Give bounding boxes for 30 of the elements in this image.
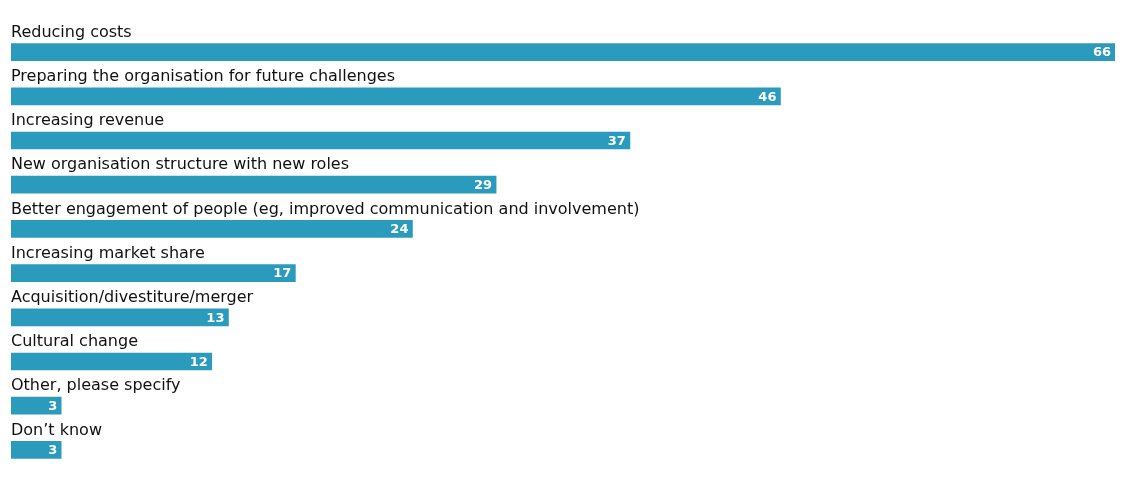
bar — [11, 308, 229, 327]
y-tick-label: Acquisition/divestiture/merger — [11, 286, 254, 306]
data-label: 37 — [607, 132, 626, 148]
data-label: 3 — [48, 398, 58, 414]
data-label: 66 — [1092, 44, 1111, 60]
y-tick-label: Increasing market share — [11, 242, 205, 262]
bar — [11, 441, 62, 459]
data-label: 13 — [206, 309, 225, 325]
data-label: 46 — [758, 88, 777, 104]
y-tick-label: Other, please specify — [11, 375, 181, 395]
bar — [11, 131, 631, 150]
data-label: 17 — [273, 265, 292, 281]
y-tick-label: Increasing revenue — [11, 110, 165, 130]
bar — [11, 87, 781, 106]
bar — [11, 396, 62, 415]
data-label: 3 — [48, 442, 58, 458]
y-tick-label: Don’t know — [11, 419, 102, 439]
y-tick-label: Preparing the organisation for future challenges — [11, 65, 396, 85]
y-tick-label: Better engagement of people (eg, improved communication and involvement) — [11, 198, 640, 218]
bar — [11, 352, 213, 371]
data-label: 29 — [474, 177, 493, 193]
data-label: 12 — [189, 353, 208, 369]
bar — [11, 175, 497, 194]
bar — [11, 43, 1115, 61]
bar — [11, 220, 413, 238]
bar — [11, 264, 296, 282]
y-tick-label: Cultural change — [11, 331, 138, 351]
y-tick-label: Reducing costs — [11, 21, 132, 41]
y-tick-label: New organisation structure with new roles — [11, 154, 350, 174]
data-label: 24 — [390, 221, 409, 237]
